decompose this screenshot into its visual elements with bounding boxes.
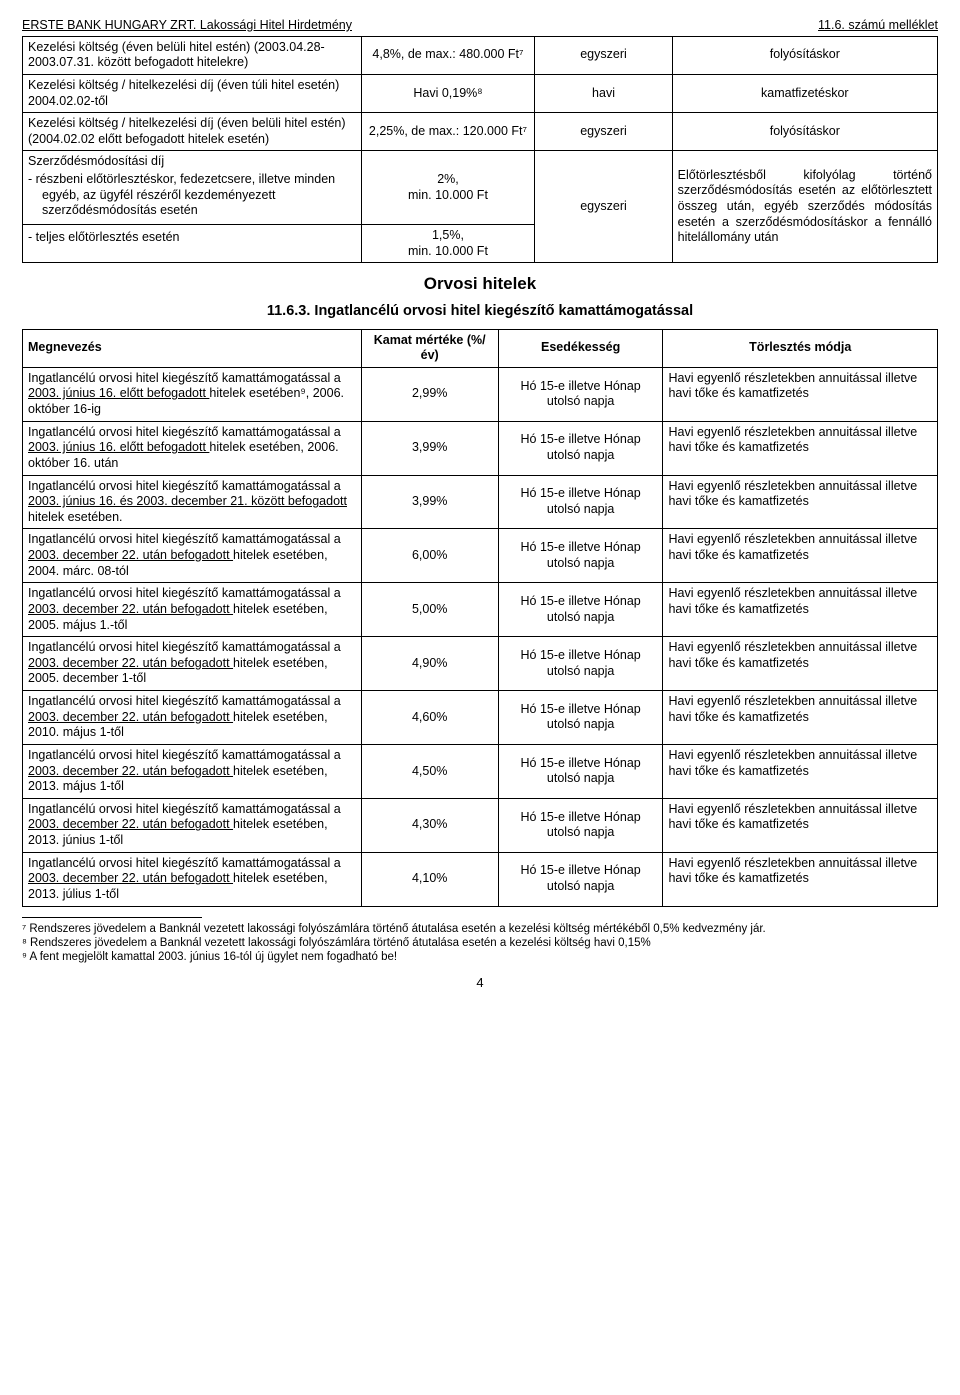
fee-name: Kezelési költség / hitelkezelési díj (év… [23,113,362,151]
rate-value: 4,10% [361,852,498,906]
rate-value: 4,50% [361,744,498,798]
product-name: Ingatlancélú orvosi hitel kiegészítő kam… [23,798,362,852]
fee-timing: folyósításkor [672,113,937,151]
fee-frequency: egyszeri [535,113,672,151]
product-name: Ingatlancélú orvosi hitel kiegészítő kam… [23,529,362,583]
fee-frequency: egyszeri [535,36,672,74]
product-name: Ingatlancélú orvosi hitel kiegészítő kam… [23,583,362,637]
col-header: Esedékesség [498,329,663,367]
repayment-mode: Havi egyenlő részletekben annuitással il… [663,798,938,852]
product-name: Ingatlancélú orvosi hitel kiegészítő kam… [23,367,362,421]
footnote-9: ⁹ A fent megjelölt kamattal 2003. június… [22,950,938,964]
fee-name: Kezelési költség (éven belüli hitel esté… [23,36,362,74]
fee-timing: kamatfizetéskor [672,74,937,112]
fee-name: Szerződésmódosítási díjrészbeni előtörle… [23,151,362,225]
rate-value: 2,99% [361,367,498,421]
repayment-mode: Havi egyenlő részletekben annuitással il… [663,583,938,637]
due-date: Hó 15-e illetve Hónap utolsó napja [498,852,663,906]
rates-table: Megnevezés Kamat mértéke (%/év) Esedékes… [22,329,938,907]
repayment-mode: Havi egyenlő részletekben annuitással il… [663,852,938,906]
due-date: Hó 15-e illetve Hónap utolsó napja [498,744,663,798]
fee-value: 1,5%, min. 10.000 Ft [361,224,535,262]
page-number: 4 [22,975,938,991]
repayment-mode: Havi egyenlő részletekben annuitással il… [663,529,938,583]
rate-value: 4,30% [361,798,498,852]
repayment-mode: Havi egyenlő részletekben annuitással il… [663,421,938,475]
section-title: Orvosi hitelek [22,273,938,294]
footnote-7: ⁷ Rendszeres jövedelem a Banknál vezetet… [22,922,938,936]
rate-value: 3,99% [361,421,498,475]
product-name: Ingatlancélú orvosi hitel kiegészítő kam… [23,691,362,745]
fee-frequency: havi [535,74,672,112]
fee-timing: folyósításkor [672,36,937,74]
repayment-mode: Havi egyenlő részletekben annuitással il… [663,744,938,798]
fee-frequency: egyszeri [535,151,672,263]
due-date: Hó 15-e illetve Hónap utolsó napja [498,637,663,691]
repayment-mode: Havi egyenlő részletekben annuitással il… [663,367,938,421]
repayment-mode: Havi egyenlő részletekben annuitással il… [663,637,938,691]
fees-table: Kezelési költség (éven belüli hitel esté… [22,36,938,264]
footnotes: ⁷ Rendszeres jövedelem a Banknál vezetet… [22,917,938,965]
rate-value: 6,00% [361,529,498,583]
footnote-8: ⁸ Rendszeres jövedelem a Banknál vezetet… [22,936,938,950]
fee-timing: Előtörlesztésből kifolyólag történő szer… [672,151,937,263]
product-name: Ingatlancélú orvosi hitel kiegészítő kam… [23,744,362,798]
fee-value: Havi 0,19%⁸ [361,74,535,112]
due-date: Hó 15-e illetve Hónap utolsó napja [498,583,663,637]
header-left: ERSTE BANK HUNGARY ZRT. Lakossági Hitel … [22,18,352,34]
due-date: Hó 15-e illetve Hónap utolsó napja [498,475,663,529]
rate-value: 3,99% [361,475,498,529]
due-date: Hó 15-e illetve Hónap utolsó napja [498,529,663,583]
col-header: Megnevezés [23,329,362,367]
repayment-mode: Havi egyenlő részletekben annuitással il… [663,691,938,745]
fee-value: 2%, min. 10.000 Ft [361,151,535,225]
due-date: Hó 15-e illetve Hónap utolsó napja [498,798,663,852]
product-name: Ingatlancélú orvosi hitel kiegészítő kam… [23,421,362,475]
header-right: 11.6. számú melléklet [818,18,938,34]
repayment-mode: Havi egyenlő részletekben annuitással il… [663,475,938,529]
fee-value: 2,25%, de max.: 120.000 Ft⁷ [361,113,535,151]
product-name: Ingatlancélú orvosi hitel kiegészítő kam… [23,637,362,691]
col-header: Törlesztés módja [663,329,938,367]
rate-value: 5,00% [361,583,498,637]
rate-value: 4,90% [361,637,498,691]
due-date: Hó 15-e illetve Hónap utolsó napja [498,367,663,421]
product-name: Ingatlancélú orvosi hitel kiegészítő kam… [23,852,362,906]
fee-name: Kezelési költség / hitelkezelési díj (év… [23,74,362,112]
rate-value: 4,60% [361,691,498,745]
fee-value: 4,8%, de max.: 480.000 Ft⁷ [361,36,535,74]
col-header: Kamat mértéke (%/év) [361,329,498,367]
fee-name: teljes előtörlesztés esetén [23,224,362,262]
due-date: Hó 15-e illetve Hónap utolsó napja [498,691,663,745]
product-name: Ingatlancélú orvosi hitel kiegészítő kam… [23,475,362,529]
sub-title: 11.6.3. Ingatlancélú orvosi hitel kiegés… [22,302,938,320]
due-date: Hó 15-e illetve Hónap utolsó napja [498,421,663,475]
